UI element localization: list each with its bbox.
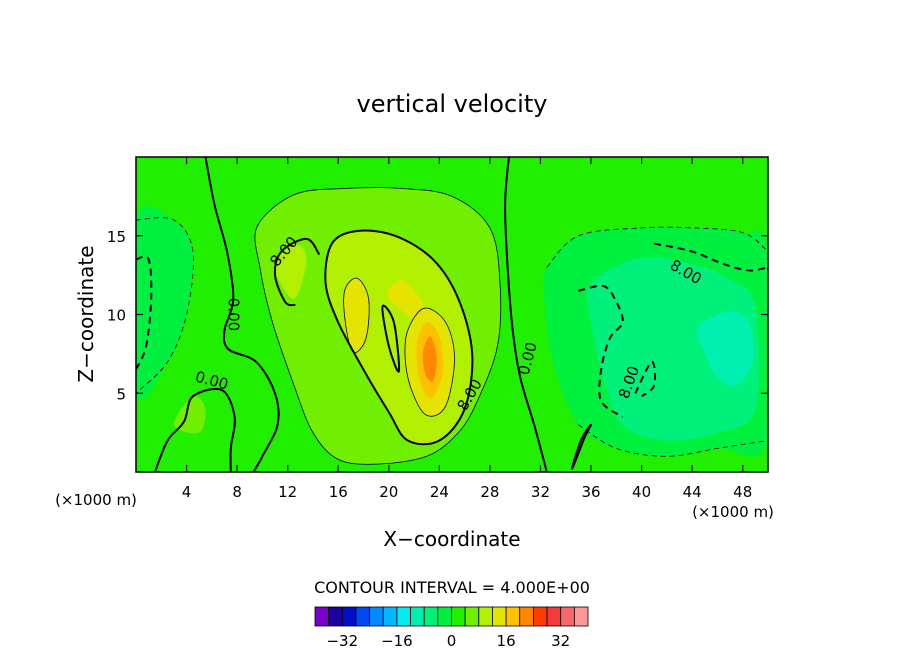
x-tick-label: 36 <box>581 483 600 501</box>
field-region <box>343 278 370 353</box>
contour-line <box>404 307 455 417</box>
colorbar-swatch <box>451 606 466 627</box>
x-axis-label: X−coordinate <box>383 527 520 551</box>
colorbar-swatch <box>369 606 384 627</box>
x-tick-label: 40 <box>632 483 651 501</box>
x-unit-label-right: (×1000 m) <box>692 503 774 521</box>
colorbar-swatch <box>396 606 411 627</box>
contour-line <box>204 157 280 472</box>
colorbar-swatch <box>560 606 575 627</box>
x-tick-label: 44 <box>683 483 702 501</box>
field-region <box>586 256 760 441</box>
contour-line <box>578 424 768 457</box>
contour-interval-text: CONTOUR INTERVAL = 4.000E+00 <box>314 578 590 597</box>
colorbar-tick-label: 16 <box>497 632 516 650</box>
y-tick-label: 5 <box>116 385 126 403</box>
x-unit-label-left: (×1000 m) <box>55 491 137 509</box>
colorbar-swatch <box>341 606 357 627</box>
contour-line <box>578 284 624 418</box>
colorbar-swatch <box>423 606 439 627</box>
colorbar-swatch <box>355 606 371 627</box>
colorbar-swatch <box>492 606 507 627</box>
contour-line <box>381 304 401 373</box>
x-tick-label: 12 <box>278 483 297 501</box>
colorbar-swatch <box>314 606 330 627</box>
colorbar-swatch <box>437 606 452 627</box>
colorbar: −32 −16 0 16 32 <box>314 606 589 650</box>
field-region <box>136 206 194 401</box>
x-tick-label: 24 <box>430 483 449 501</box>
colorbar-tick-label: −32 <box>326 632 358 650</box>
velocity-field <box>136 157 768 472</box>
y-axis-label: Z−coordinate <box>74 245 98 382</box>
colorbar-tick-label: 0 <box>447 632 457 650</box>
colorbar-swatch <box>464 606 480 627</box>
colorbar-swatch <box>519 606 534 627</box>
x-tick-label: 48 <box>733 483 752 501</box>
field-region <box>275 243 307 299</box>
contour-line <box>571 423 593 470</box>
contour-line <box>324 229 474 446</box>
colorbar-swatch <box>478 606 493 627</box>
contour-line <box>654 242 768 272</box>
colorbar-swatch <box>546 606 562 627</box>
colorbar-swatch <box>573 606 589 627</box>
x-tick-label: 20 <box>379 483 398 501</box>
colorbar-tick-label: 32 <box>551 632 570 650</box>
y-tick-label: 15 <box>107 228 126 246</box>
field-region <box>422 336 437 382</box>
x-tick-label: 32 <box>531 483 550 501</box>
x-tick-label: 28 <box>480 483 499 501</box>
contour-line <box>504 157 548 472</box>
x-tick-label: 4 <box>182 483 192 501</box>
colorbar-swatch <box>410 606 425 627</box>
chart-title: vertical velocity <box>357 90 548 118</box>
contour-line <box>136 255 153 371</box>
x-tick-label: 16 <box>329 483 348 501</box>
y-tick-label: 10 <box>107 307 126 325</box>
field-region <box>697 311 754 387</box>
contour-line <box>254 187 502 465</box>
contour-line <box>273 237 321 307</box>
contour-line <box>343 277 370 354</box>
contour-label: 0.00 <box>224 298 242 331</box>
colorbar-swatch <box>382 606 398 627</box>
colorbar-swatch <box>533 606 548 627</box>
x-tick-label: 8 <box>232 483 242 501</box>
contour-lines <box>136 157 768 472</box>
contour-line <box>154 387 236 472</box>
colorbar-swatch <box>328 606 343 627</box>
colorbar-tick-label: −16 <box>381 632 413 650</box>
colorbar-swatch <box>505 606 521 627</box>
